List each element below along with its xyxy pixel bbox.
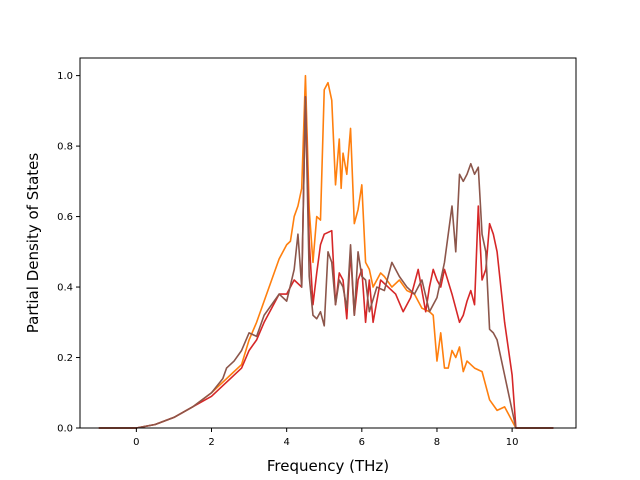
series-line-3 — [98, 95, 554, 429]
x-tick-label: 4 — [283, 437, 289, 448]
y-tick-label: 0.8 — [57, 142, 73, 153]
y-tick-label: 0.2 — [57, 353, 73, 364]
x-tick-label: 8 — [434, 437, 440, 448]
y-tick-label: 0.4 — [57, 283, 73, 294]
series-layer — [98, 74, 554, 429]
y-tick-label: 1.0 — [57, 71, 73, 82]
x-tick-label: 10 — [506, 437, 519, 448]
x-tick-label: 6 — [359, 437, 365, 448]
x-tick-label: 0 — [133, 437, 139, 448]
series-line-1 — [98, 74, 554, 429]
x-tick-label: 2 — [208, 437, 214, 448]
y-axis-label: Partial Density of States — [24, 153, 42, 334]
plot-area — [80, 58, 576, 428]
x-axis-label: Frequency (THz) — [267, 457, 389, 475]
y-ticks: 0.0 0.2 0.4 0.6 0.8 1.0 — [57, 71, 80, 435]
plot-frame — [79, 57, 577, 429]
y-tick-label: 0.6 — [57, 212, 73, 223]
y-tick-label: 0.0 — [57, 424, 73, 435]
series-line-2 — [98, 95, 554, 429]
x-ticks: 0 2 4 6 8 10 — [133, 428, 518, 448]
